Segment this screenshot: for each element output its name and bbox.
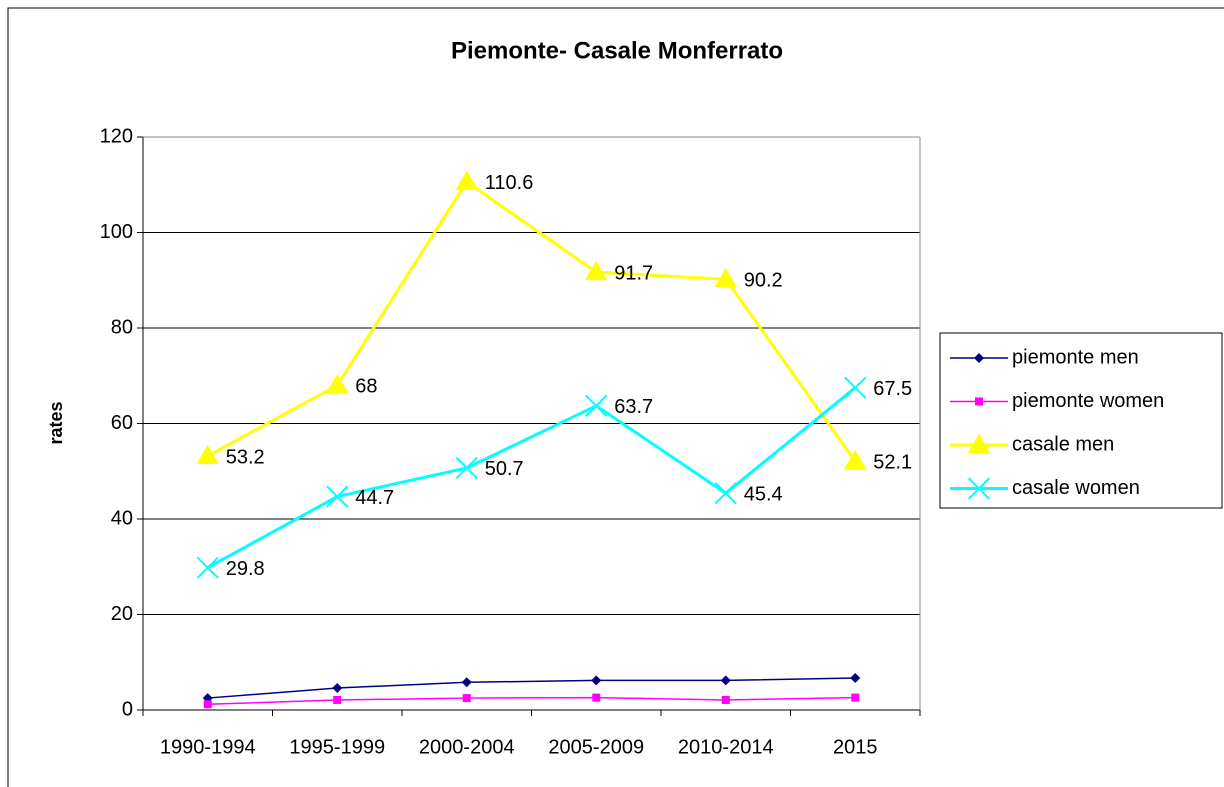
marker [585,394,608,417]
marker [844,450,867,470]
marker [975,397,983,406]
x-tick-label: 2005-2009 [548,736,644,758]
series-line [207,677,856,699]
marker [461,677,472,688]
data-label: 29.8 [226,558,265,580]
marker [455,456,478,480]
data-label: 90.2 [744,270,783,292]
marker [326,374,349,394]
marker [714,482,737,505]
series-line [207,386,857,570]
data-label: 110.6 [485,172,534,194]
y-tick-label: 40 [111,507,133,529]
marker [974,353,984,363]
series-line [207,179,857,463]
marker [967,477,991,500]
marker [333,695,342,704]
marker [332,683,343,694]
legend-label: casale women [1012,477,1140,499]
y-tick-label: 0 [122,698,133,720]
data-label: 67.5 [873,378,912,400]
marker [326,485,349,508]
marker [851,693,860,702]
marker [721,695,730,704]
data-label: 52.1 [873,452,912,474]
x-tick-label: 2000-2004 [419,736,515,758]
marker [196,444,219,464]
legend-label: casale men [1012,433,1114,455]
series-line [207,696,856,706]
data-label: 53.2 [226,446,265,468]
marker [585,260,608,281]
y-axis-title: rates [46,401,66,444]
x-tick-label: 2010-2014 [678,736,774,758]
y-tick-label: 60 [111,412,133,434]
x-tick-label: 1990-1994 [160,736,256,758]
marker [591,675,602,686]
marker [203,700,212,709]
marker [455,170,478,190]
data-label: 45.4 [744,483,783,505]
y-tick-label: 20 [111,603,133,625]
chart-title: Piemonte- Casale Monferrato [451,37,783,64]
data-label: 68 [355,376,377,398]
marker [196,556,219,579]
marker [844,376,867,399]
marker [592,693,601,702]
marker [714,268,737,288]
legend-label: piemonte men [1012,346,1139,368]
marker [720,675,731,686]
y-tick-label: 80 [111,316,133,338]
x-tick-label: 2015 [833,736,878,758]
marker [850,673,861,684]
legend-box [939,332,1223,509]
y-tick-label: 120 [100,125,133,147]
y-tick-label: 100 [100,221,133,243]
data-label: 50.7 [485,458,524,480]
x-tick-label: 1995-1999 [289,736,385,758]
legend-label: piemonte women [1012,390,1164,412]
marker [462,694,471,703]
data-label: 63.7 [614,396,653,418]
data-label: 44.7 [355,487,394,509]
data-label: 91.7 [614,262,653,284]
marker [967,433,991,453]
